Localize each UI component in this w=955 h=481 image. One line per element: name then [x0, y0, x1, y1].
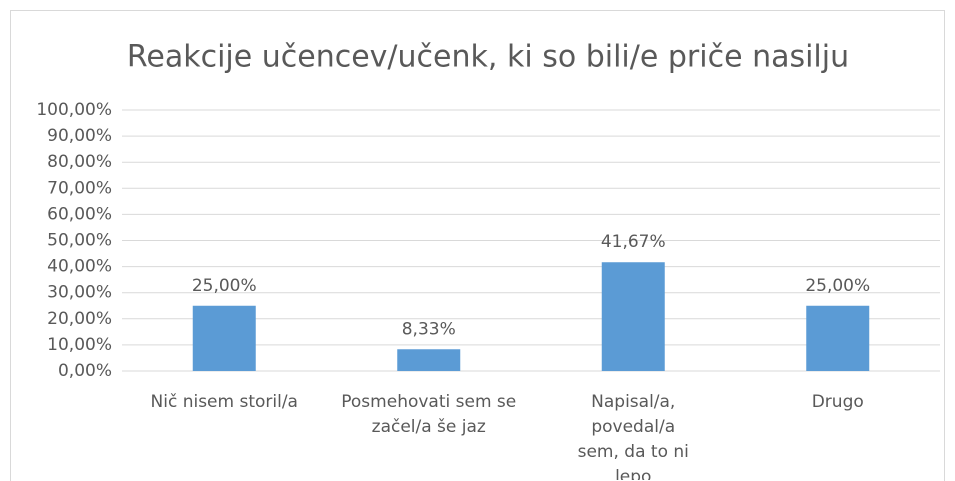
bar — [397, 349, 461, 371]
y-tick-label: 30,00% — [47, 283, 112, 303]
y-tick-label: 10,00% — [47, 335, 112, 355]
bar — [192, 305, 256, 371]
y-tick-label: 70,00% — [47, 178, 112, 198]
y-tick-label: 90,00% — [47, 126, 112, 146]
x-tick-label-box: Drugo — [811, 392, 864, 412]
x-tick-label-box: Nič nisem storil/a — [150, 392, 298, 412]
x-tick-label-box: Posmehovati sem se začel/a še jaz — [341, 392, 517, 437]
x-tick-label-box: Napisal/a, povedal/a sem, da to ni lepo — [577, 392, 689, 480]
data-label: 25,00% — [192, 276, 257, 296]
x-tick-label: Napisal/a, povedal/a sem, da to ni lepo — [577, 392, 689, 480]
y-tick-label: 0,00% — [58, 361, 112, 381]
y-tick-label: 100,00% — [36, 100, 112, 120]
y-tick-label: 50,00% — [47, 231, 112, 251]
y-tick-label: 20,00% — [47, 309, 112, 329]
y-tick-label: 60,00% — [47, 204, 112, 224]
x-tick-label: Posmehovati sem se začel/a še jaz — [341, 392, 517, 437]
y-tick-label: 80,00% — [47, 152, 112, 172]
data-label: 8,33% — [402, 319, 456, 339]
chart-frame — [10, 10, 945, 481]
x-tick-label: Nič nisem storil/a — [150, 392, 298, 412]
bar — [601, 262, 665, 371]
data-label: 41,67% — [601, 232, 666, 252]
chart-title: Reakcije učencev/učenk, ki so bili/e pri… — [127, 40, 849, 75]
y-tick-label: 40,00% — [47, 257, 112, 277]
x-tick-label: Drugo — [811, 392, 864, 412]
bar — [806, 305, 870, 371]
data-label: 25,00% — [805, 276, 870, 296]
